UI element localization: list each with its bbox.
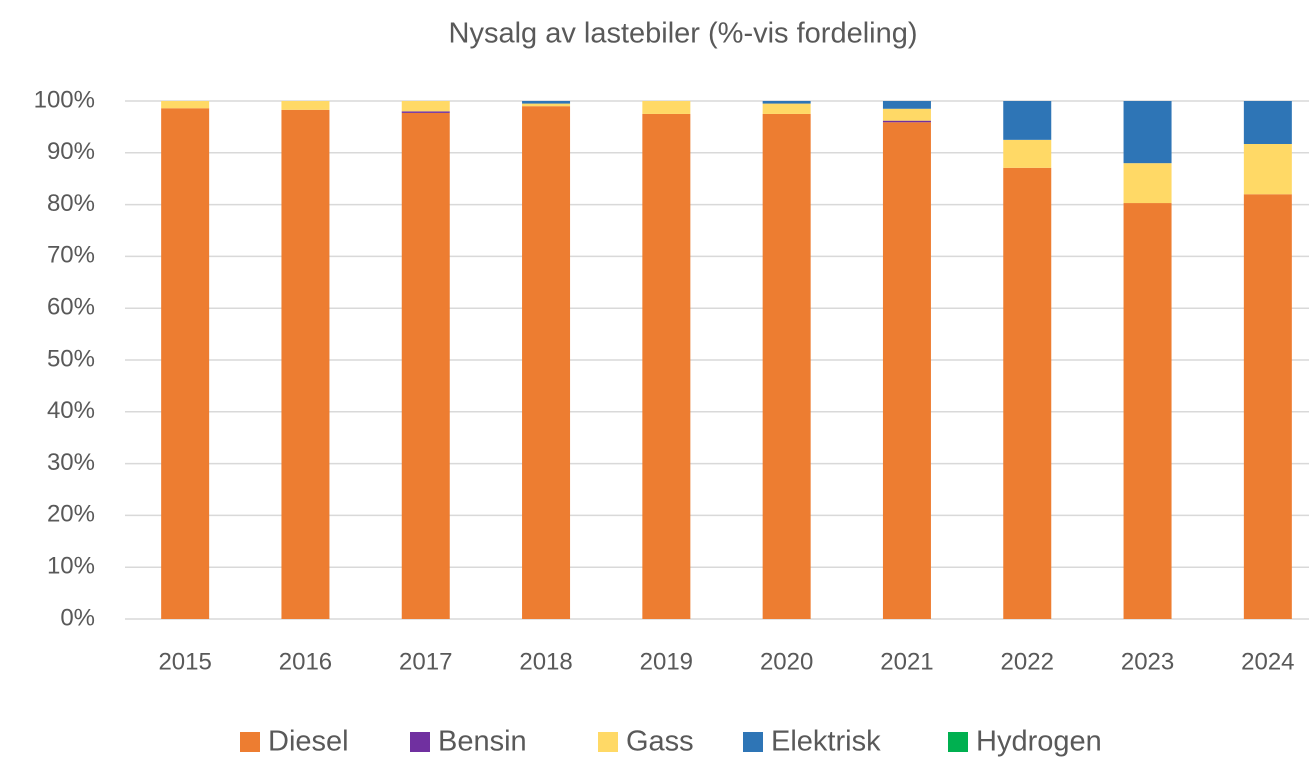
bar-segment [882, 122, 931, 619]
bar-segment [642, 113, 691, 619]
bar-segment [1003, 101, 1052, 140]
bar-segment [1003, 139, 1052, 168]
bar-segment [642, 101, 691, 114]
legend-swatch [598, 732, 618, 752]
x-tick-label: 2017 [399, 648, 452, 675]
bar-segment [401, 111, 450, 113]
legend-label: Gass [626, 726, 694, 758]
bar-segment [882, 120, 931, 123]
bar-segment [1123, 163, 1172, 204]
x-tick-label: 2020 [760, 648, 813, 675]
y-tick-label: 10% [47, 553, 95, 580]
legend-swatch [240, 732, 260, 752]
bar-segment [1123, 101, 1172, 164]
bar-segment [1243, 143, 1292, 195]
legend-swatch [743, 732, 763, 752]
y-tick-label: 20% [47, 501, 95, 528]
legend-swatch [410, 732, 430, 752]
bar-segment [1243, 101, 1292, 144]
bar-segment [1003, 167, 1052, 619]
x-tick-label: 2022 [1001, 648, 1054, 675]
y-tick-label: 80% [47, 190, 95, 217]
x-tick-label: 2015 [158, 648, 211, 675]
x-tick-label: 2019 [640, 648, 693, 675]
legend-label: Hydrogen [976, 726, 1102, 758]
bar-segment [762, 103, 811, 114]
y-tick-label: 70% [47, 242, 95, 269]
x-tick-label: 2023 [1121, 648, 1174, 675]
bar-segment [522, 103, 571, 107]
legend-swatch [948, 732, 968, 752]
y-tick-label: 0% [60, 604, 95, 631]
bar-segment [882, 108, 931, 121]
legend-label: Bensin [438, 726, 527, 758]
bar-segment [1123, 203, 1172, 619]
bar-segment [1243, 194, 1292, 620]
bar-segment [401, 101, 450, 112]
y-tick-label: 60% [47, 294, 95, 321]
y-tick-label: 30% [47, 449, 95, 476]
bar-segment [401, 112, 450, 619]
x-tick-label: 2021 [880, 648, 933, 675]
x-tick-label: 2018 [519, 648, 572, 675]
legend-label: Elektrisk [771, 726, 881, 758]
chart-title: Nysalg av lastebiler (%-vis fordeling) [449, 18, 918, 50]
bar-segment [281, 109, 330, 619]
bar-segment [762, 101, 811, 104]
bar-segment [522, 101, 571, 104]
bar-segment [522, 106, 571, 620]
bar-segment [281, 101, 330, 110]
y-tick-label: 100% [34, 86, 95, 113]
x-tick-label: 2016 [279, 648, 332, 675]
y-tick-label: 90% [47, 138, 95, 165]
legend-label: Diesel [268, 726, 349, 758]
bar-segment [882, 101, 931, 109]
bar-segment [161, 101, 210, 109]
y-tick-label: 40% [47, 397, 95, 424]
bar-segment [161, 108, 210, 619]
x-tick-label: 2024 [1241, 648, 1294, 675]
y-tick-label: 50% [47, 345, 95, 372]
bar-segment [762, 113, 811, 619]
